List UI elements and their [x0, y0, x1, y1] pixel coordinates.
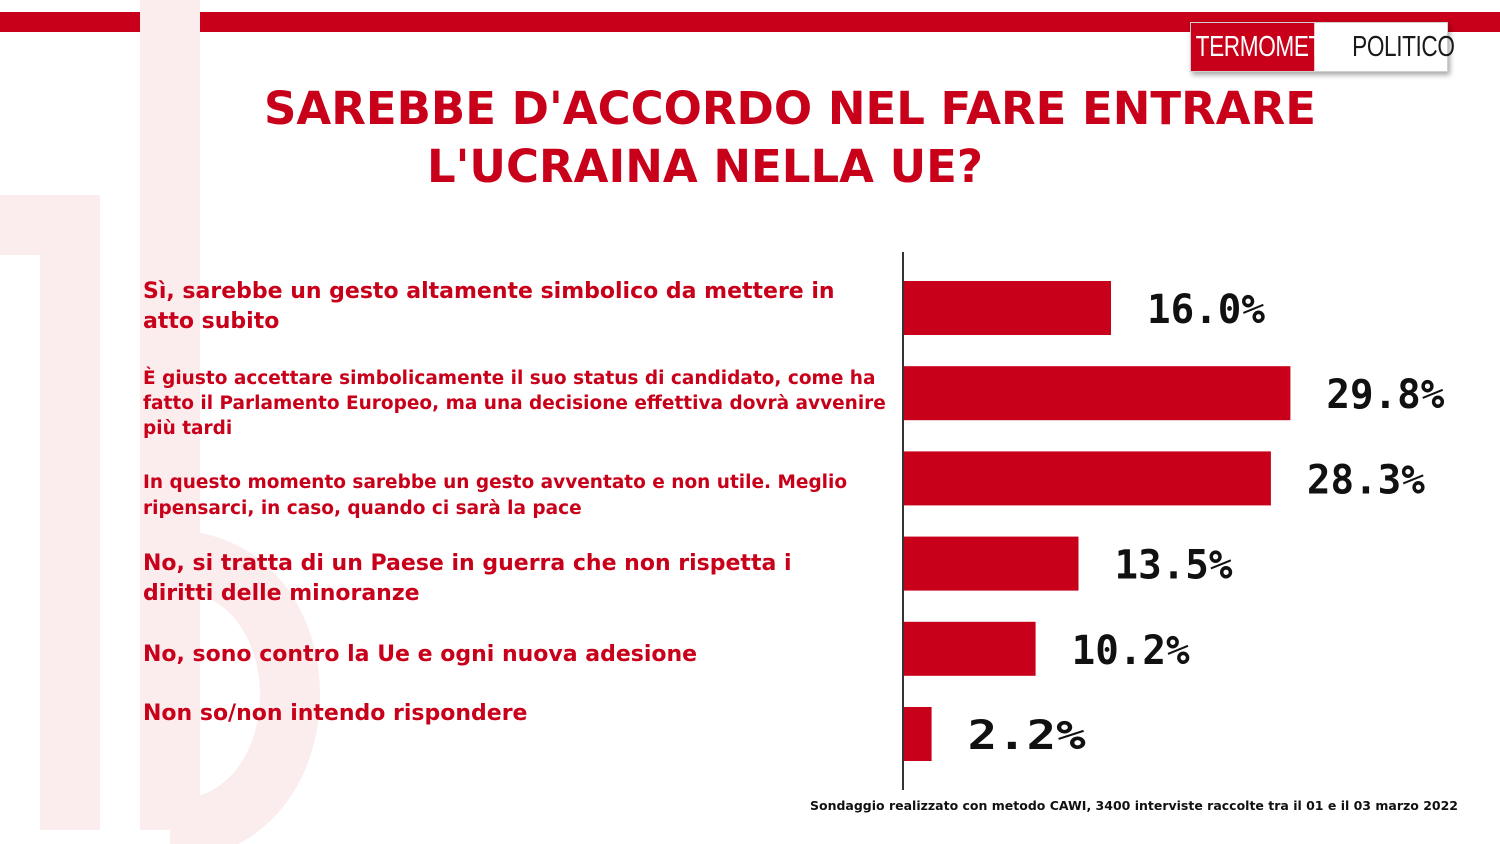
- bar-value-label-4: 13.5%: [1115, 543, 1233, 589]
- category-label-5: No, sono contro la Ue e ogni nuova adesi…: [143, 642, 698, 667]
- bar-3: [903, 451, 1271, 506]
- bar-value-label-6: 2.2%: [968, 713, 1086, 759]
- bar-value-label-2: 29.8%: [1326, 372, 1444, 418]
- chart-title-line2: L'UCRAINA NELLA UE?: [426, 140, 984, 193]
- bar-4: [903, 536, 1079, 591]
- bar-5: [903, 621, 1036, 676]
- top-accent-bar: [0, 12, 1500, 32]
- bar-value-label-3: 28.3%: [1307, 457, 1425, 503]
- category-label-1: Sì, sarebbe un gesto altamente simbolico…: [143, 279, 835, 334]
- bar-2: [903, 366, 1291, 421]
- chart-title: SAREBBE D'ACCORDO NEL FARE ENTRARE L'UCR…: [180, 80, 1400, 196]
- bar-value-label-5: 10.2%: [1072, 628, 1190, 674]
- category-label-4: No, si tratta di un Paese in guerra che …: [143, 551, 792, 606]
- bar-6: [903, 707, 932, 761]
- category-label-6: Non so/non intendo rispondere: [143, 701, 528, 726]
- bar-1: [903, 281, 1111, 335]
- termometro-politico-logo: TERMOMETRO POLITICO: [1190, 22, 1455, 72]
- background-watermark: [0, 0, 320, 844]
- y-axis-line: [902, 252, 904, 790]
- bar-value-label-1: 16.0%: [1147, 287, 1265, 333]
- category-label-2: È giusto accettare simbolicamente il suo…: [143, 368, 886, 439]
- survey-footnote: Sondaggio realizzato con metodo CAWI, 34…: [809, 798, 1458, 813]
- category-label-3: In questo momento sarebbe un gesto avven…: [143, 472, 848, 519]
- chart-title-line1: SAREBBE D'ACCORDO NEL FARE ENTRARE: [264, 82, 1316, 135]
